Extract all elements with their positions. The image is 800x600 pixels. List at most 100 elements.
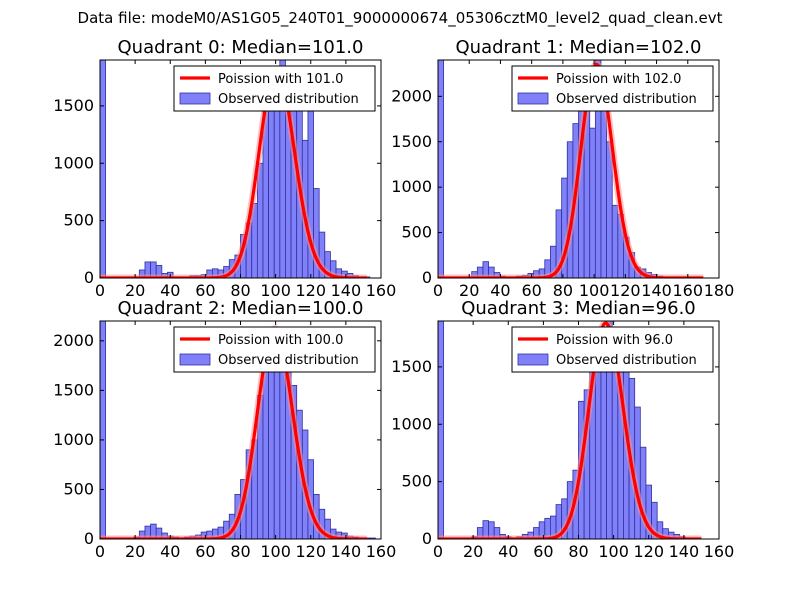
x-tick-label: 40 <box>160 281 180 300</box>
x-tick-label: 140 <box>641 281 672 300</box>
x-tick-label: 60 <box>195 281 215 300</box>
histogram-bar <box>493 527 501 539</box>
y-tick-label: 1500 <box>53 380 94 399</box>
axes-frame <box>437 59 720 279</box>
chart-quadrant-2: Quadrant 2: Median=100.0 0 20 40 60 80 100 120 1… <box>53 298 396 561</box>
x-tick-label: 60 <box>533 542 553 561</box>
x-tick-label: 100 <box>579 281 610 300</box>
x-tick-label: 160 <box>673 281 704 300</box>
x-tick-label: 60 <box>521 281 541 300</box>
x-tick-label: 0 <box>433 281 443 300</box>
histogram-bar <box>651 501 658 539</box>
x-tick-label: 40 <box>490 281 510 300</box>
x-tick-label: 40 <box>160 542 180 561</box>
x-tick-label: 180 <box>704 281 735 300</box>
legend-label-poisson: Poission with 102.0 <box>556 72 681 87</box>
y-tick-label: 0 <box>84 268 94 287</box>
histogram-bar <box>589 127 596 278</box>
plot-area <box>438 321 704 539</box>
y-tick-label: 1000 <box>391 414 432 433</box>
x-tick-label: 40 <box>498 542 518 561</box>
chart-quadrant-1: Quadrant 1: Median=102.00 20 40 60 80 100 120 1… <box>391 37 734 300</box>
y-tick-label: 1500 <box>53 96 94 115</box>
x-tick-label: 0 <box>433 542 443 561</box>
legend-bar-swatch <box>179 353 211 366</box>
plot-area <box>438 60 706 278</box>
y-tick-label: 2000 <box>391 86 432 105</box>
legend-bar-swatch <box>179 92 211 105</box>
legend: Poission with 100.0 Observed distribution <box>173 326 376 373</box>
y-tick-label: 1500 <box>391 357 432 376</box>
x-tick-label: 140 <box>669 542 700 561</box>
x-tick-label: 120 <box>295 542 326 561</box>
x-tick-label: 0 <box>95 542 105 561</box>
y-tick-label: 2000 <box>53 331 94 350</box>
x-tick-label: 160 <box>366 542 397 561</box>
x-tick-label: 100 <box>260 542 291 561</box>
x-tick-label: 120 <box>610 281 641 300</box>
poisson-curve <box>100 67 368 278</box>
histogram-bar <box>155 264 163 278</box>
y-tick-label: 0 <box>422 529 432 548</box>
x-tick-label: 140 <box>331 281 362 300</box>
y-tick-label: 500 <box>401 223 432 242</box>
x-tick-label: 100 <box>260 281 291 300</box>
chart-title: Quadrant 3: Median=96.0 <box>461 298 696 319</box>
histogram-bar <box>611 204 619 278</box>
legend-label-poisson: Poission with 100.0 <box>218 333 343 348</box>
legend-label-observed: Observed distribution <box>218 92 359 107</box>
x-tick-label: 20 <box>125 281 145 300</box>
x-tick-label: 100 <box>598 542 629 561</box>
x-tick-label: 120 <box>633 542 664 561</box>
chart-quadrant-3: Quadrant 3: Median=96.0 0 20 40 60 80 100 120 14… <box>391 298 734 561</box>
x-tick-label: 60 <box>195 542 215 561</box>
y-tick-label: 1500 <box>391 132 432 151</box>
x-tick-label: 20 <box>459 281 479 300</box>
y-tick-label: 1000 <box>53 153 94 172</box>
x-tick-label: 120 <box>295 281 326 300</box>
x-tick-label: 160 <box>366 281 397 300</box>
x-tick-label: 140 <box>331 542 362 561</box>
histogram-bar <box>100 60 107 278</box>
histogram-bar <box>438 321 445 539</box>
poisson-curve <box>438 321 702 539</box>
x-tick-label: 160 <box>704 542 735 561</box>
legend: Poission with 96.0 Observed distribution <box>511 326 714 373</box>
x-tick-label: 20 <box>463 542 483 561</box>
y-tick-label: 0 <box>84 529 94 548</box>
chart-title: Quadrant 2: Median=100.0 <box>118 298 364 319</box>
histogram-bar <box>100 321 107 539</box>
figure-title: Data file: modeM0/AS1G05_240T01_90000006… <box>77 9 723 27</box>
y-tick-label: 1000 <box>391 177 432 196</box>
poisson-curve <box>100 327 368 539</box>
legend: Poission with 102.0 Observed distribution <box>511 65 714 112</box>
x-tick-label: 20 <box>125 542 145 561</box>
chart-title: Quadrant 1: Median=102.0 <box>456 37 702 58</box>
histogram-bar <box>438 60 445 278</box>
legend-label-observed: Observed distribution <box>218 353 359 368</box>
legend-bar-swatch <box>517 92 549 105</box>
y-tick-label: 500 <box>63 479 94 498</box>
x-tick-label: 80 <box>568 542 588 561</box>
legend-bar-swatch <box>517 353 549 366</box>
legend: Poission with 101.0 Observed distribution <box>173 65 376 112</box>
chart-title: Quadrant 0: Median=101.0 <box>118 37 364 58</box>
y-tick-label: 0 <box>422 268 432 287</box>
legend-label-observed: Observed distribution <box>556 353 697 368</box>
plot-area <box>100 60 371 278</box>
histogram-bar <box>600 345 607 539</box>
y-tick-label: 1000 <box>53 430 94 449</box>
legend-label-poisson: Poission with 96.0 <box>556 333 673 348</box>
histogram-bar <box>600 105 607 278</box>
legend-label-observed: Observed distribution <box>556 92 697 107</box>
histogram-bar <box>268 91 275 278</box>
x-tick-label: 0 <box>95 281 105 300</box>
chart-quadrant-0: Quadrant 0: Median=101.0 0 20 40 60 80 100 120 1… <box>53 37 396 300</box>
y-tick-label: 500 <box>401 472 432 491</box>
x-tick-label: 80 <box>230 542 250 561</box>
x-tick-label: 80 <box>553 281 573 300</box>
x-tick-label: 80 <box>230 281 250 300</box>
legend-label-poisson: Poission with 101.0 <box>218 72 343 87</box>
y-tick-label: 500 <box>63 211 94 230</box>
